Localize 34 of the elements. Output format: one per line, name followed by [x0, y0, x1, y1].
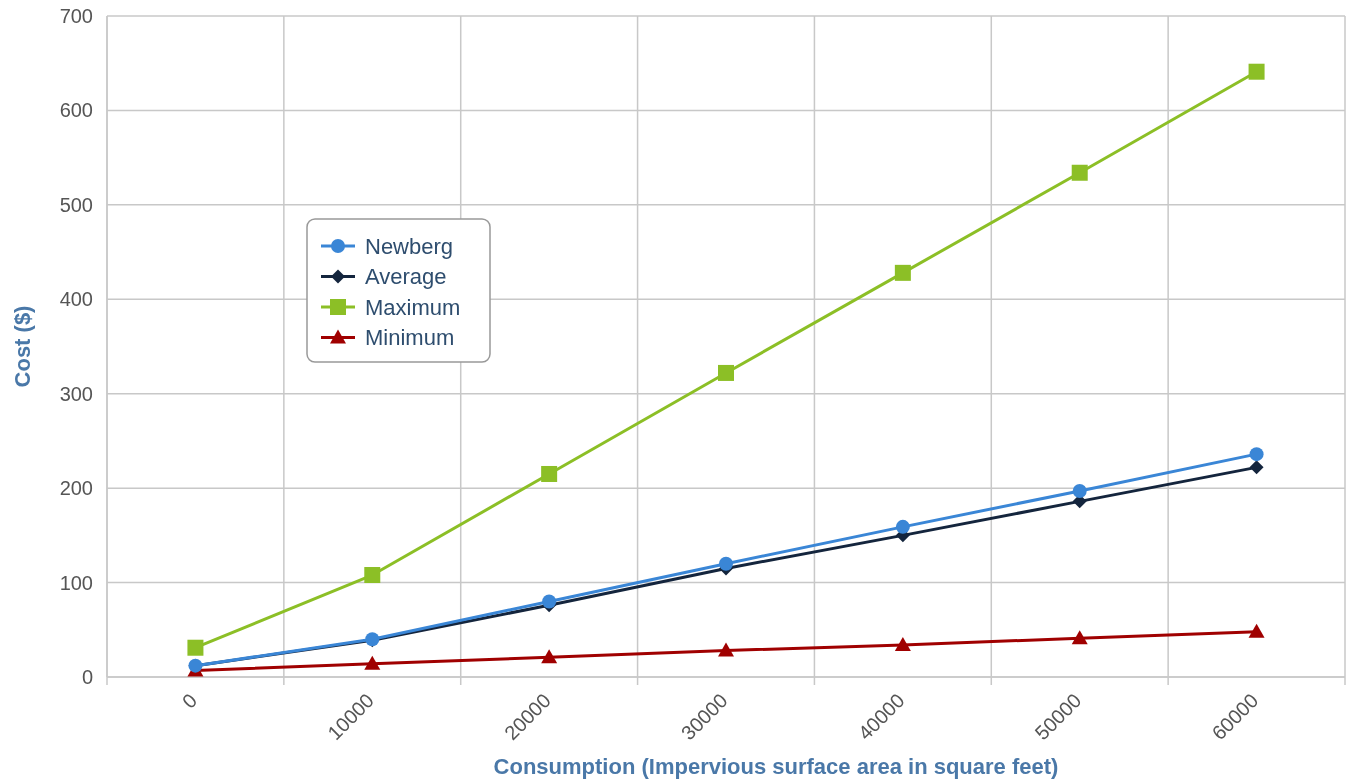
point [1071, 164, 1088, 181]
x-tick-label: 0 [177, 689, 202, 713]
point [364, 655, 381, 670]
point [541, 649, 558, 664]
y-axis-title: Cost ($) [10, 305, 35, 388]
y-tick-label: 200 [59, 477, 93, 500]
point [894, 636, 911, 651]
point [541, 465, 558, 482]
point [719, 556, 733, 571]
point [1248, 63, 1265, 80]
point [894, 264, 911, 281]
point [718, 642, 734, 657]
legend-label: Newberg [365, 233, 454, 259]
point [364, 567, 381, 584]
legend-label: Maximum [365, 294, 461, 320]
x-axis-title: Consumption (Impervious surface area in square feet) [493, 754, 1059, 779]
point [718, 364, 734, 381]
legend-label: Average [365, 264, 447, 290]
y-tick-label: 400 [59, 288, 93, 311]
point [1072, 483, 1087, 498]
y-tick-label: 500 [59, 193, 93, 216]
y-tick-label: 0 [81, 666, 93, 688]
point [542, 594, 557, 609]
point [1249, 447, 1264, 462]
point [1248, 623, 1265, 638]
point [1071, 630, 1088, 645]
y-tick-label: 300 [59, 382, 93, 405]
y-tick-label: 100 [59, 571, 93, 594]
y-tick-label: 700 [59, 5, 93, 27]
point [895, 519, 910, 534]
y-tick-label: 600 [59, 99, 93, 122]
legend-label: Minimum [365, 325, 455, 351]
point [187, 639, 204, 656]
point [1249, 460, 1264, 475]
